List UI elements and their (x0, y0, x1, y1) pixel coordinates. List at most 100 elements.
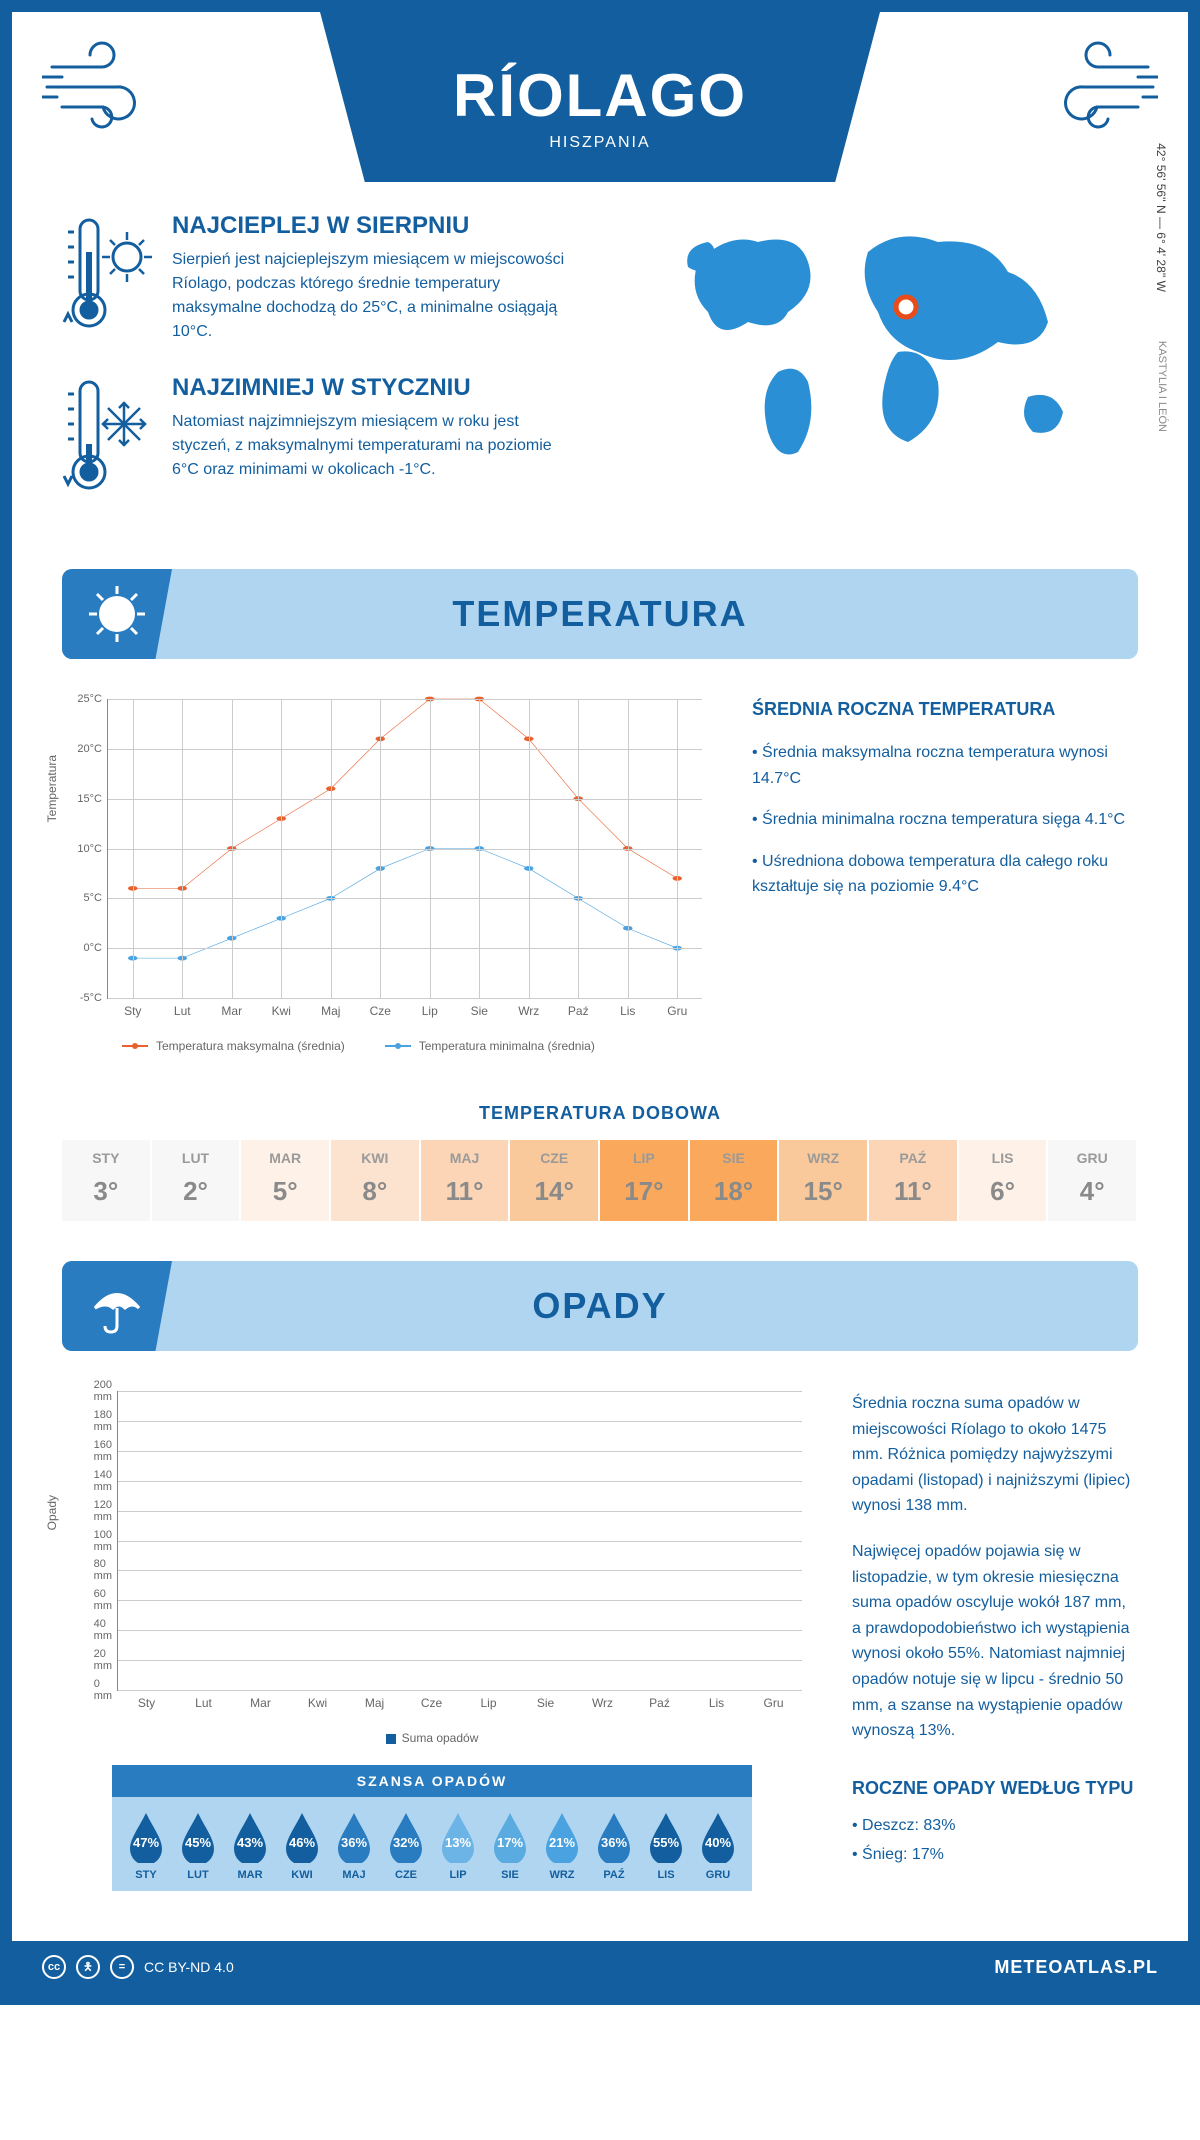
drop-icon: 55% (645, 1811, 687, 1863)
title-banner: RÍOLAGO HISZPANIA (320, 12, 880, 182)
daily-value: 8° (331, 1176, 419, 1207)
drop-icon: 43% (229, 1811, 271, 1863)
ytick: 140 mm (94, 1469, 118, 1493)
chance-value: 36% (593, 1811, 635, 1863)
umbrella-icon (87, 1276, 147, 1336)
xtick: Sie (537, 1690, 554, 1710)
chance-month: LIS (640, 1869, 692, 1881)
daily-cell: SIE18° (690, 1140, 780, 1221)
chance-cell: 40% GRU (692, 1811, 744, 1881)
daily-value: 3° (62, 1176, 150, 1207)
ytick: 20°C (77, 743, 108, 755)
precip-chance-panel: SZANSA OPADÓW 47% STY 45% LUT 43% MAR 46… (112, 1765, 752, 1891)
chance-month: MAR (224, 1869, 276, 1881)
temp-bullet: • Średnia minimalna roczna temperatura s… (752, 807, 1138, 833)
daily-cell: WRZ 15° (779, 1140, 869, 1221)
footer: cc 🯅 = CC BY-ND 4.0 METEOATLAS.PL (12, 1941, 1188, 1993)
xtick: Mar (221, 998, 242, 1018)
xtick: Paź (649, 1690, 670, 1710)
nd-icon: = (110, 1955, 134, 1979)
xtick: Cze (370, 998, 391, 1018)
daily-cell: LUT2° (152, 1140, 242, 1221)
chance-cell: 45% LUT (172, 1811, 224, 1881)
chance-value: 55% (645, 1811, 687, 1863)
ytick: 160 mm (94, 1439, 118, 1463)
thermometer-hot-icon (62, 212, 152, 344)
chance-value: 46% (281, 1811, 323, 1863)
daily-value: 14° (510, 1176, 598, 1207)
chance-value: 36% (333, 1811, 375, 1863)
chance-month: MAJ (328, 1869, 380, 1881)
chance-month: PAŹ (588, 1869, 640, 1881)
chance-month: KWI (276, 1869, 328, 1881)
daily-month: STY (62, 1150, 150, 1166)
temperature-info: ŚREDNIA ROCZNA TEMPERATURA • Średnia mak… (752, 699, 1138, 1053)
temp-bullet: • Uśredniona dobowa temperatura dla całe… (752, 849, 1138, 900)
daily-value: 18° (690, 1176, 778, 1207)
sun-icon (87, 584, 147, 644)
chance-month: LIP (432, 1869, 484, 1881)
drop-icon: 17% (489, 1811, 531, 1863)
xtick: Maj (321, 998, 340, 1018)
drop-icon: 47% (125, 1811, 167, 1863)
chance-month: LUT (172, 1869, 224, 1881)
intro-section: NAJCIEPLEJ W SIERPNIU Sierpień jest najc… (12, 182, 1188, 549)
xtick: Gru (763, 1690, 783, 1710)
coldest-block: NAJZIMNIEJ W STYCZNIU Natomiast najzimni… (62, 374, 618, 499)
daily-value: 5° (241, 1176, 329, 1207)
ytick: 10°C (77, 843, 108, 855)
ytick: 80 mm (94, 1558, 118, 1582)
xtick: Wrz (518, 998, 539, 1018)
precip-p2: Najwięcej opadów pojawia się w listopadz… (852, 1539, 1138, 1744)
daily-month: WRZ (779, 1150, 867, 1166)
daily-cell: GRU4° (1048, 1140, 1138, 1221)
chance-cell: 36% MAJ (328, 1811, 380, 1881)
country-name: HISZPANIA (453, 135, 747, 153)
xtick: Mar (250, 1690, 271, 1710)
wind-icon-left (42, 32, 172, 137)
ytick: 0 mm (94, 1678, 118, 1702)
ytick: 5°C (84, 892, 108, 904)
daily-month: KWI (331, 1150, 419, 1166)
ytick: 20 mm (94, 1648, 118, 1672)
daily-value: 2° (152, 1176, 240, 1207)
ytick: 25°C (77, 693, 108, 705)
hottest-text: Sierpień jest najcieplejszym miesiącem w… (172, 248, 572, 344)
daily-cell: CZE 14° (510, 1140, 600, 1221)
precip-type-title: ROCZNE OPADY WEDŁUG TYPU (852, 1774, 1138, 1803)
daily-temp-title: TEMPERATURA DOBOWA (12, 1103, 1188, 1124)
site-name: METEOATLAS.PL (994, 1957, 1158, 1978)
drop-icon: 21% (541, 1811, 583, 1863)
temperature-line-chart: Temperatura -5°C0°C5°C10°C15°C20°C25°CSt… (62, 699, 702, 1053)
daily-cell: MAR5° (241, 1140, 331, 1221)
daily-month: GRU (1048, 1150, 1136, 1166)
xtick: Maj (365, 1690, 384, 1710)
chance-month: CZE (380, 1869, 432, 1881)
chance-cell: 21% WRZ (536, 1811, 588, 1881)
ytick: 60 mm (94, 1588, 118, 1612)
daily-value: 15° (779, 1176, 867, 1207)
chance-cell: 13% LIP (432, 1811, 484, 1881)
ytick: 100 mm (94, 1529, 118, 1553)
legend-item: Temperatura minimalna (średnia) (385, 1039, 595, 1053)
xtick: Lip (422, 998, 438, 1018)
ytick: 0°C (84, 942, 108, 954)
infographic-page: RÍOLAGO HISZPANIA (0, 0, 1200, 2005)
xtick: Sty (138, 1690, 155, 1710)
daily-cell: LIS6° (959, 1140, 1049, 1221)
ytick: 200 mm (94, 1379, 118, 1403)
daily-month: CZE (510, 1150, 598, 1166)
coldest-title: NAJZIMNIEJ W STYCZNIU (172, 374, 572, 402)
temp-bullet: • Średnia maksymalna roczna temperatura … (752, 740, 1138, 791)
xtick: Lip (480, 1690, 496, 1710)
temp-y-axis-label: Temperatura (45, 755, 59, 822)
ytick: -5°C (80, 992, 108, 1004)
temp-legend: Temperatura maksymalna (średnia)Temperat… (122, 1039, 702, 1053)
chance-cell: 36% PAŹ (588, 1811, 640, 1881)
daily-month: LIS (959, 1150, 1047, 1166)
ytick: 40 mm (94, 1618, 118, 1642)
precip-section-header: OPADY (62, 1261, 1138, 1351)
precip-y-axis-label: Opady (45, 1495, 59, 1530)
xtick: Paź (568, 998, 589, 1018)
world-map: 42° 56' 56'' N — 6° 4' 28'' W KASTYLIA I… (658, 212, 1138, 529)
